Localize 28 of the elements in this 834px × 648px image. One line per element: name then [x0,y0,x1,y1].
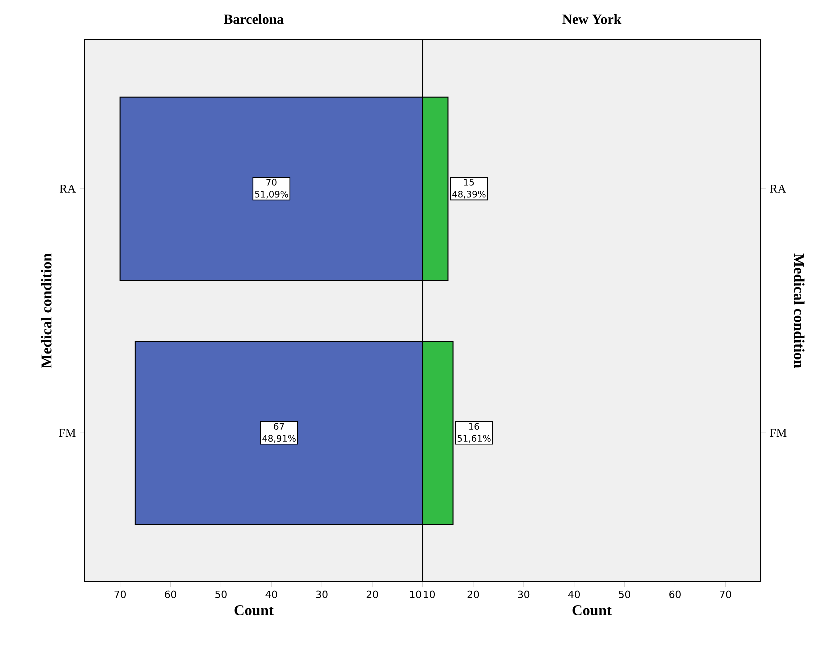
data-label: 15 48,39% [452,179,486,199]
x-tick-label: 50 [619,590,630,598]
x-axis-title: Count [572,606,612,616]
x-tick-label: 60 [670,590,681,598]
x-axis-title: Count [234,606,274,616]
data-label: 67 48,91% [262,423,296,443]
x-tick-label: 60 [165,590,176,598]
y-axis-title: Medical condition [794,254,805,368]
x-tick-label: 50 [216,590,227,598]
y-tick-label: FM [59,429,76,437]
x-tick-label: 30 [518,590,530,598]
x-tick-label: 10 [410,590,422,598]
x-tick-label: 40 [266,590,278,598]
y-tick-label: RA [770,184,786,193]
data-label: 16 51,61% [458,423,491,443]
y-axis-title: Medical condition [41,254,52,368]
chart-title: Barcelona [224,14,284,24]
x-tick-label: 20 [366,590,378,598]
y-tick-label: RA [60,184,76,193]
x-tick-label: 40 [568,590,580,598]
x-tick-label: 70 [720,590,732,598]
chart-title: New York [562,14,622,24]
x-tick-label: 30 [316,590,328,598]
y-tick-label: FM [770,429,787,437]
x-tick-label: 20 [468,590,480,598]
x-tick-label: 10 [424,590,436,598]
data-label: 70 51,09% [255,179,288,199]
x-tick-label: 70 [114,590,126,598]
